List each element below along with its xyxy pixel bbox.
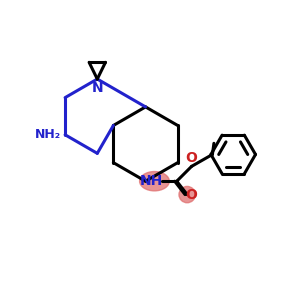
Text: NH: NH xyxy=(139,174,163,188)
Text: O: O xyxy=(186,151,197,165)
Text: N: N xyxy=(92,80,103,94)
Text: O: O xyxy=(186,188,197,202)
Ellipse shape xyxy=(179,186,195,203)
Text: NH₂: NH₂ xyxy=(34,128,61,141)
Ellipse shape xyxy=(140,172,169,191)
